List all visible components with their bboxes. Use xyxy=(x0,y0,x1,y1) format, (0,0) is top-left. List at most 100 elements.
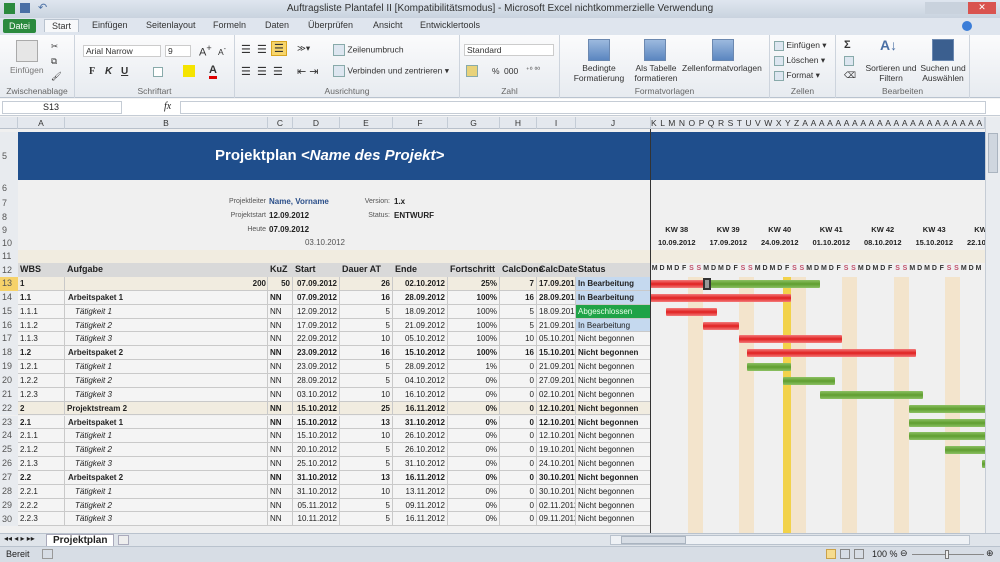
cell-done[interactable]: 16 xyxy=(500,346,537,361)
column-header-J[interactable]: J xyxy=(576,117,651,129)
cell-cdate[interactable]: 30.10.2012 xyxy=(537,484,576,499)
cell-end[interactable]: 26.10.2012 xyxy=(393,429,448,444)
cell-styles-button[interactable]: Zellenformatvorlagen xyxy=(682,63,762,73)
cell-cdate[interactable]: 30.10.2012 xyxy=(537,470,576,485)
row-header-12[interactable]: 12 xyxy=(0,263,18,277)
cell-wbs[interactable]: 2.2.3 xyxy=(18,512,65,527)
cell-done[interactable]: 0 xyxy=(500,373,537,388)
format-as-table-button[interactable]: Als Tabelle formatieren xyxy=(634,63,678,83)
column-header-E[interactable]: E xyxy=(340,117,393,129)
gantt-bar-open[interactable] xyxy=(746,363,791,372)
cell-cdate[interactable]: 12.10.2012 xyxy=(537,401,576,416)
cell-cdate[interactable]: 15.10.2012 xyxy=(537,346,576,361)
zoom-slider-thumb[interactable] xyxy=(945,550,949,559)
row-header-21[interactable]: 21 xyxy=(0,387,18,402)
row-header-5[interactable]: 5 xyxy=(0,132,18,181)
column-header-H[interactable]: H xyxy=(500,117,537,129)
sort-filter-button[interactable]: Sortieren und Filtern xyxy=(865,63,917,83)
cell-prog[interactable]: 0% xyxy=(448,457,500,471)
page-layout-view-icon[interactable] xyxy=(840,549,850,559)
cell-kuz[interactable]: NN xyxy=(268,373,293,388)
gantt-column-headers[interactable]: K L M N O P Q R S T U V W X Y Z A A A A … xyxy=(651,117,985,129)
indent-icons[interactable]: ⇤ ⇥ xyxy=(297,66,319,78)
column-title-wbs[interactable]: WBS xyxy=(20,264,41,274)
bold-button[interactable]: F xyxy=(89,66,96,77)
cell-start[interactable]: 25.10.2012 xyxy=(293,457,340,471)
align-left-icon[interactable]: ☰ xyxy=(241,66,251,78)
cell-done[interactable]: 0 xyxy=(500,360,537,374)
row-header-17[interactable]: 17 xyxy=(0,332,18,347)
wrap-text-button[interactable]: Zeilenumbruch xyxy=(333,44,404,56)
align-middle-icon[interactable]: ☰ xyxy=(257,44,267,56)
cell-cdate[interactable]: 19.10.2012 xyxy=(537,443,576,458)
cell-end[interactable]: 28.09.2012 xyxy=(393,360,448,374)
cell-prog[interactable]: 0% xyxy=(448,429,500,444)
cell-done[interactable]: 0 xyxy=(500,415,537,430)
cell-status[interactable]: Nicht begonnen xyxy=(576,443,651,458)
cell-cdate[interactable]: 02.11.2012 xyxy=(537,498,576,513)
gantt-bar-done[interactable] xyxy=(746,349,916,358)
align-top-icon[interactable]: ☰ xyxy=(241,44,251,56)
cell-task[interactable]: Tätigkeit 1 xyxy=(65,360,268,374)
cell-dur[interactable]: 5 xyxy=(340,304,393,319)
cell-kuz[interactable]: NN xyxy=(268,415,293,430)
cell-kuz[interactable]: NN xyxy=(268,387,293,402)
cell-cdate[interactable]: 05.10.2012 xyxy=(537,332,576,347)
cell-task[interactable]: Tätigkeit 1 xyxy=(65,304,268,319)
cell-wbs[interactable]: 2.1.3 xyxy=(18,457,65,471)
gantt-bar-done[interactable] xyxy=(702,321,740,330)
scroll-thumb[interactable] xyxy=(988,133,998,173)
cell-start[interactable]: 15.10.2012 xyxy=(293,415,340,430)
cell-status[interactable]: Nicht begonnen xyxy=(576,387,651,402)
cell-start[interactable]: 07.09.2012 xyxy=(293,277,340,291)
cell-status[interactable]: Abgeschlossen xyxy=(576,304,651,319)
align-right-icon[interactable]: ☰ xyxy=(273,66,283,78)
row-header-22[interactable]: 22 xyxy=(0,401,18,416)
cell-cdate[interactable]: 28.09.2012 xyxy=(537,290,576,305)
cell-cdate[interactable]: 12.10.2012 xyxy=(537,415,576,430)
cell-kuz[interactable]: NN xyxy=(268,360,293,374)
cell-dur[interactable]: 25 xyxy=(340,401,393,416)
cell-prog[interactable]: 0% xyxy=(448,498,500,513)
cell-prog[interactable]: 100% xyxy=(448,346,500,361)
cell-task[interactable]: Arbeitspaket 2 xyxy=(65,346,268,361)
cell-end[interactable]: 16.10.2012 xyxy=(393,387,448,402)
zoom-out-icon[interactable]: ⊖ xyxy=(900,548,908,558)
column-header-C[interactable]: C xyxy=(268,117,293,129)
cell-prog[interactable]: 25% xyxy=(448,277,500,291)
cell-prog[interactable]: 0% xyxy=(448,401,500,416)
cell-dur[interactable]: 13 xyxy=(340,470,393,485)
cell-status[interactable]: In Bearbeitung xyxy=(576,277,651,291)
tab-insert[interactable]: Einfügen xyxy=(92,20,128,30)
select-all-corner[interactable] xyxy=(0,117,18,129)
cell-task[interactable]: Tätigkeit 3 xyxy=(65,387,268,402)
gantt-bar-open[interactable] xyxy=(908,418,985,427)
cell-end[interactable]: 05.10.2012 xyxy=(393,332,448,347)
font-color-icon[interactable]: A xyxy=(209,64,217,79)
cell-task[interactable]: Arbeitspaket 1 xyxy=(65,415,268,430)
cell-prog[interactable]: 0% xyxy=(448,470,500,485)
cell-end[interactable]: 15.10.2012 xyxy=(393,346,448,361)
percent-button[interactable]: % xyxy=(492,66,500,76)
cell-dur[interactable]: 5 xyxy=(340,457,393,471)
cell-kuz[interactable]: 50 xyxy=(268,277,293,291)
gantt-bar-done[interactable] xyxy=(739,335,843,344)
align-bottom-icon[interactable]: ☰ xyxy=(271,41,287,56)
new-sheet-icon[interactable] xyxy=(118,535,129,545)
cell-wbs[interactable]: 2.2.2 xyxy=(18,498,65,513)
cell-task[interactable]: Tätigkeit 1 xyxy=(65,429,268,444)
merge-center-button[interactable]: Verbinden und zentrieren ▾ xyxy=(333,65,449,77)
cell-kuz[interactable]: NN xyxy=(268,346,293,361)
cell-start[interactable]: 23.09.2012 xyxy=(293,360,340,374)
cell-end[interactable]: 28.09.2012 xyxy=(393,290,448,305)
cell-wbs[interactable]: 1.1.3 xyxy=(18,332,65,347)
cell-kuz[interactable]: NN xyxy=(268,470,293,485)
cell-start[interactable]: 12.09.2012 xyxy=(293,304,340,319)
cell-dur[interactable]: 5 xyxy=(340,360,393,374)
cell-task[interactable]: Tätigkeit 2 xyxy=(65,373,268,388)
cell-status[interactable]: Nicht begonnen xyxy=(576,346,651,361)
cell-kuz[interactable]: NN xyxy=(268,290,293,305)
cell-prog[interactable]: 0% xyxy=(448,373,500,388)
format-painter-icon[interactable]: 🖌 xyxy=(51,71,62,81)
cell-done[interactable]: 0 xyxy=(500,429,537,444)
